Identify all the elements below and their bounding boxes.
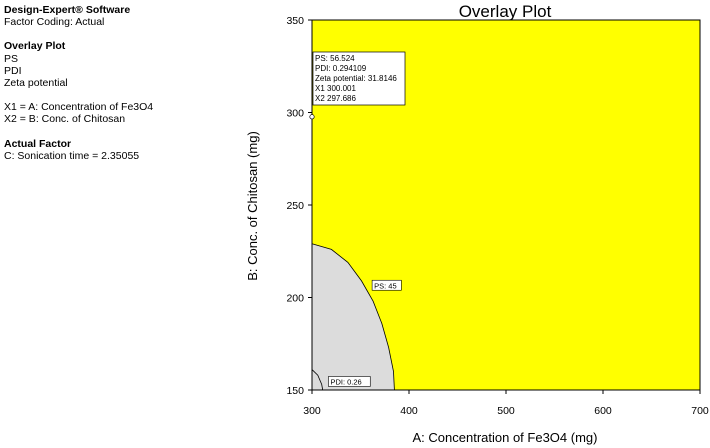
flag-line-0: PS: 56.524 — [315, 54, 355, 63]
contour-label-box-0 — [371, 279, 402, 291]
factor-coding: Factor Coding: Actual — [4, 16, 105, 29]
actual-factor-value: C: Sonication time = 2.35055 — [4, 149, 140, 162]
y-axis-title: B: Conc. of Chitosan (mg) — [245, 131, 260, 281]
x-tick-label-700: 700 — [691, 405, 709, 417]
contour-label-1: PDI: 0.26 — [330, 377, 361, 386]
flag-point — [309, 114, 315, 120]
response-pdi: PDI — [4, 64, 22, 77]
flag-line-4: X2 297.686 — [315, 94, 356, 103]
contour-line-pdi — [311, 369, 324, 391]
x-tick-label-400: 400 — [400, 405, 418, 417]
flag-line-2: Zeta potential: 31.8146 — [315, 74, 397, 83]
y-tick-label-250: 250 — [286, 200, 304, 212]
y-tick-label-300: 300 — [286, 108, 304, 120]
response-ps: PS — [4, 52, 19, 65]
y-tick-label-350: 350 — [286, 15, 304, 27]
x-tick-label-600: 600 — [594, 405, 612, 417]
x2-definition: X2 = B: Conc. of Chitosan — [4, 113, 126, 126]
response-zeta: Zeta potential — [4, 77, 68, 90]
flag-line-3: X1 300.001 — [315, 84, 356, 93]
y-tick-label-200: 200 — [286, 293, 304, 305]
x1-definition: X1 = A: Concentration of Fe3O4 — [4, 101, 154, 114]
infeasible-region — [312, 243, 395, 390]
contour-label-0: PS: 45 — [374, 281, 397, 290]
software-name: Design-Expert® Software — [4, 4, 131, 16]
design-info-panel: Design-Expert® Software Factor Coding: A… — [4, 4, 153, 162]
y-tick-label-150: 150 — [286, 385, 304, 397]
overlay-plot-heading: Overlay Plot — [4, 40, 66, 53]
contour-label-box-1 — [328, 376, 371, 387]
contour-line-ps — [311, 243, 395, 391]
chart-title: Overlay Plot — [459, 2, 552, 21]
flag-box — [312, 51, 406, 106]
x-tick-label-500: 500 — [497, 405, 515, 417]
x-tick-label-300: 300 — [303, 405, 321, 417]
flag-line-1: PDI: 0.294109 — [315, 64, 367, 73]
x-axis-title: A: Concentration of Fe3O4 (mg) — [413, 430, 598, 445]
actual-factor-heading: Actual Factor — [4, 137, 72, 150]
